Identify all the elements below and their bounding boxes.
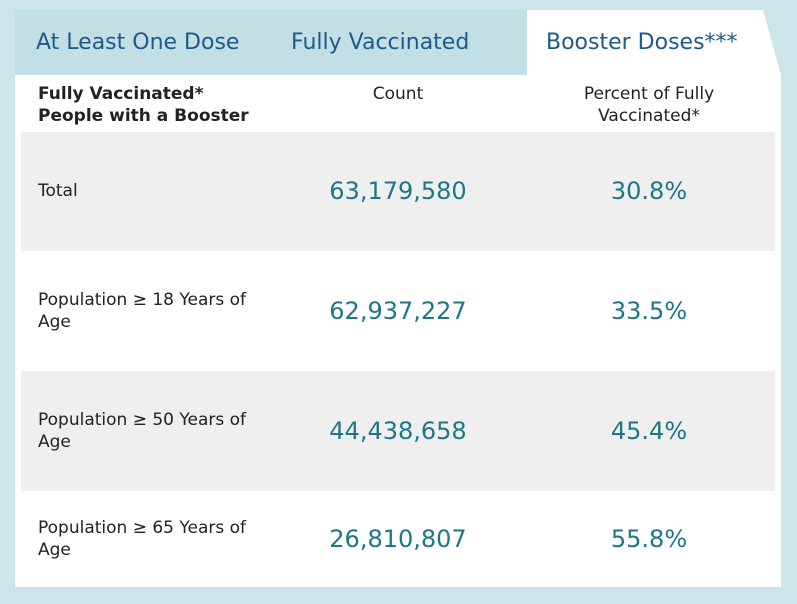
row-label: Population ≥ 65 Years of Age: [38, 518, 247, 560]
count: 62,937,227: [329, 297, 467, 325]
row-bg: [21, 132, 775, 251]
column-header: Fully Vaccinated* People with a Booster: [38, 84, 249, 126]
percent: 55.8%: [610, 525, 688, 553]
tab-bar: [15, 10, 527, 75]
column-header: Count: [372, 84, 424, 104]
row-label: Population ≥ 18 Years of Age: [38, 290, 247, 332]
count: 63,179,580: [329, 177, 467, 205]
count: 44,438,658: [329, 417, 467, 445]
row-label: Total: [38, 181, 78, 201]
tab[interactable]: Booster Doses***: [546, 30, 738, 55]
active-tab-shape: [527, 10, 781, 75]
tab[interactable]: At Least One Dose: [36, 30, 240, 55]
percent: 30.8%: [610, 177, 688, 205]
row-label: Population ≥ 50 Years of Age: [38, 410, 247, 452]
tab[interactable]: Fully Vaccinated: [291, 30, 470, 55]
row-bg: [21, 371, 775, 491]
count: 26,810,807: [329, 525, 467, 553]
percent: 45.4%: [610, 417, 688, 445]
percent: 33.5%: [610, 297, 688, 325]
column-header: Percent of Fully Vaccinated*: [583, 84, 715, 126]
